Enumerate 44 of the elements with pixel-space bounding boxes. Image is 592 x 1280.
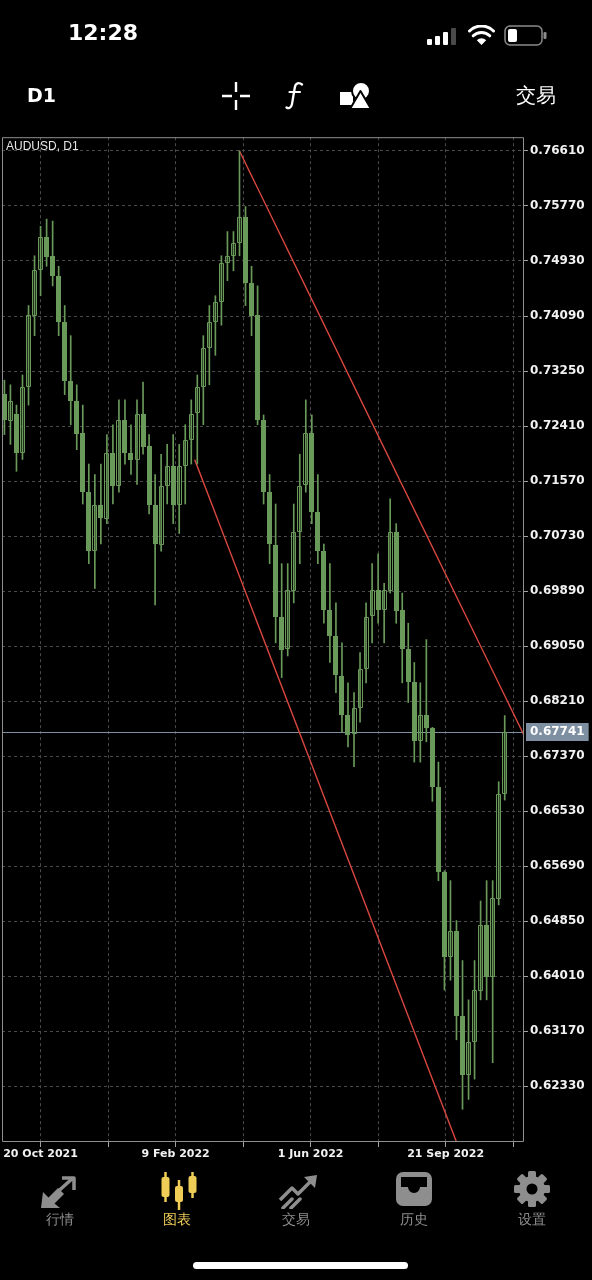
- y-tick-label: 0.74930: [530, 253, 585, 268]
- ref-line-label: 0.67741: [530, 724, 585, 739]
- candlestick: [183, 424, 188, 505]
- text: 12:28: [68, 20, 139, 47]
- y-tick-label: 0.64010: [530, 968, 585, 983]
- text: 历史: [399, 1211, 429, 1228]
- candlestick: [352, 692, 357, 767]
- y-tick-label: 0.63170: [530, 1023, 585, 1038]
- y-tick-label: 0.67370: [530, 748, 585, 763]
- candlestick: [297, 453, 302, 564]
- candlestick: [68, 335, 73, 426]
- candlestick: [189, 399, 194, 465]
- y-tick-label: 0.64850: [530, 913, 585, 928]
- x-tick-label: 1 Jun 2022: [277, 1147, 344, 1161]
- y-tick-label: 0.69050: [530, 638, 585, 653]
- text: 交易: [516, 83, 556, 107]
- candlestick: [502, 715, 507, 801]
- y-tick-label: 0.69890: [530, 583, 585, 598]
- candlestick: [201, 335, 206, 426]
- chart-title: AUDUSD, D1: [6, 138, 80, 153]
- y-tick-label: 0.74090: [530, 308, 585, 323]
- text: 图表: [162, 1211, 192, 1228]
- text: D1: [27, 84, 56, 107]
- x-tick-label: 20 Oct 2021: [3, 1147, 78, 1161]
- x-tick-label: 9 Feb 2022: [141, 1147, 210, 1161]
- y-tick-label: 0.73250: [530, 363, 585, 378]
- candlestick: [195, 374, 200, 465]
- y-tick-label: 0.75770: [530, 198, 585, 213]
- y-tick-label: 0.65690: [530, 858, 585, 873]
- text: 交易: [281, 1211, 311, 1228]
- y-tick-label: 0.76610: [530, 143, 585, 158]
- text: 设置: [517, 1211, 547, 1228]
- candlestick: [128, 424, 133, 475]
- candlestick: [358, 652, 363, 723]
- candlestick: [327, 563, 332, 663]
- y-tick-label: 0.70730: [530, 528, 585, 543]
- x-tick-label: 21 Sep 2022: [407, 1147, 485, 1161]
- y-tick-label: 0.71570: [530, 473, 585, 488]
- y-tick-label: 0.72410: [530, 418, 585, 433]
- candlestick: [364, 602, 369, 684]
- y-tick-label: 0.66530: [530, 803, 585, 818]
- y-tick-label: 0.68210: [530, 693, 585, 708]
- y-tick-label: 0.62330: [530, 1078, 585, 1093]
- text: 行情: [45, 1211, 75, 1228]
